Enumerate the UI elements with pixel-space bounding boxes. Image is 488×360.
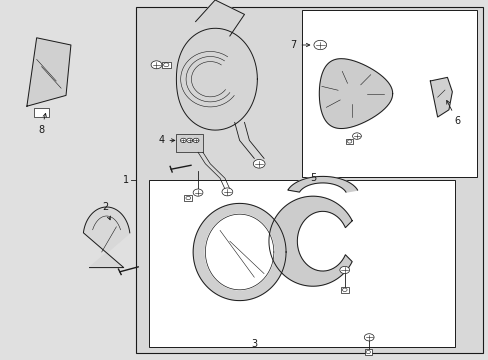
Circle shape [364,334,373,341]
Text: 2: 2 [102,202,110,220]
Circle shape [352,133,361,139]
Text: 6: 6 [446,100,459,126]
Bar [302,10,476,177]
Polygon shape [83,207,129,267]
Bar [136,7,482,353]
Text: 3: 3 [251,339,257,349]
Polygon shape [205,214,273,290]
Circle shape [222,188,232,196]
Bar [364,349,371,355]
Polygon shape [287,176,357,192]
Bar [184,195,192,201]
Polygon shape [195,0,244,36]
Circle shape [339,266,349,274]
Circle shape [151,61,162,69]
Bar [34,108,49,117]
Bar [162,62,170,68]
Text: 4: 4 [158,135,174,145]
Bar [149,180,454,347]
Polygon shape [268,196,351,286]
Circle shape [253,159,264,168]
Circle shape [186,138,192,143]
Polygon shape [319,59,392,129]
Circle shape [193,138,199,143]
Circle shape [313,40,326,50]
Bar [340,287,348,293]
Bar [346,139,352,144]
Polygon shape [193,203,285,301]
Circle shape [180,138,186,143]
Polygon shape [27,38,71,106]
Text: 1: 1 [123,175,129,185]
Bar [176,134,203,152]
Polygon shape [429,77,451,117]
Text: 7: 7 [290,40,309,50]
Polygon shape [176,28,257,130]
Text: 8: 8 [39,113,46,135]
Circle shape [193,189,203,196]
Text: 5: 5 [309,173,315,183]
